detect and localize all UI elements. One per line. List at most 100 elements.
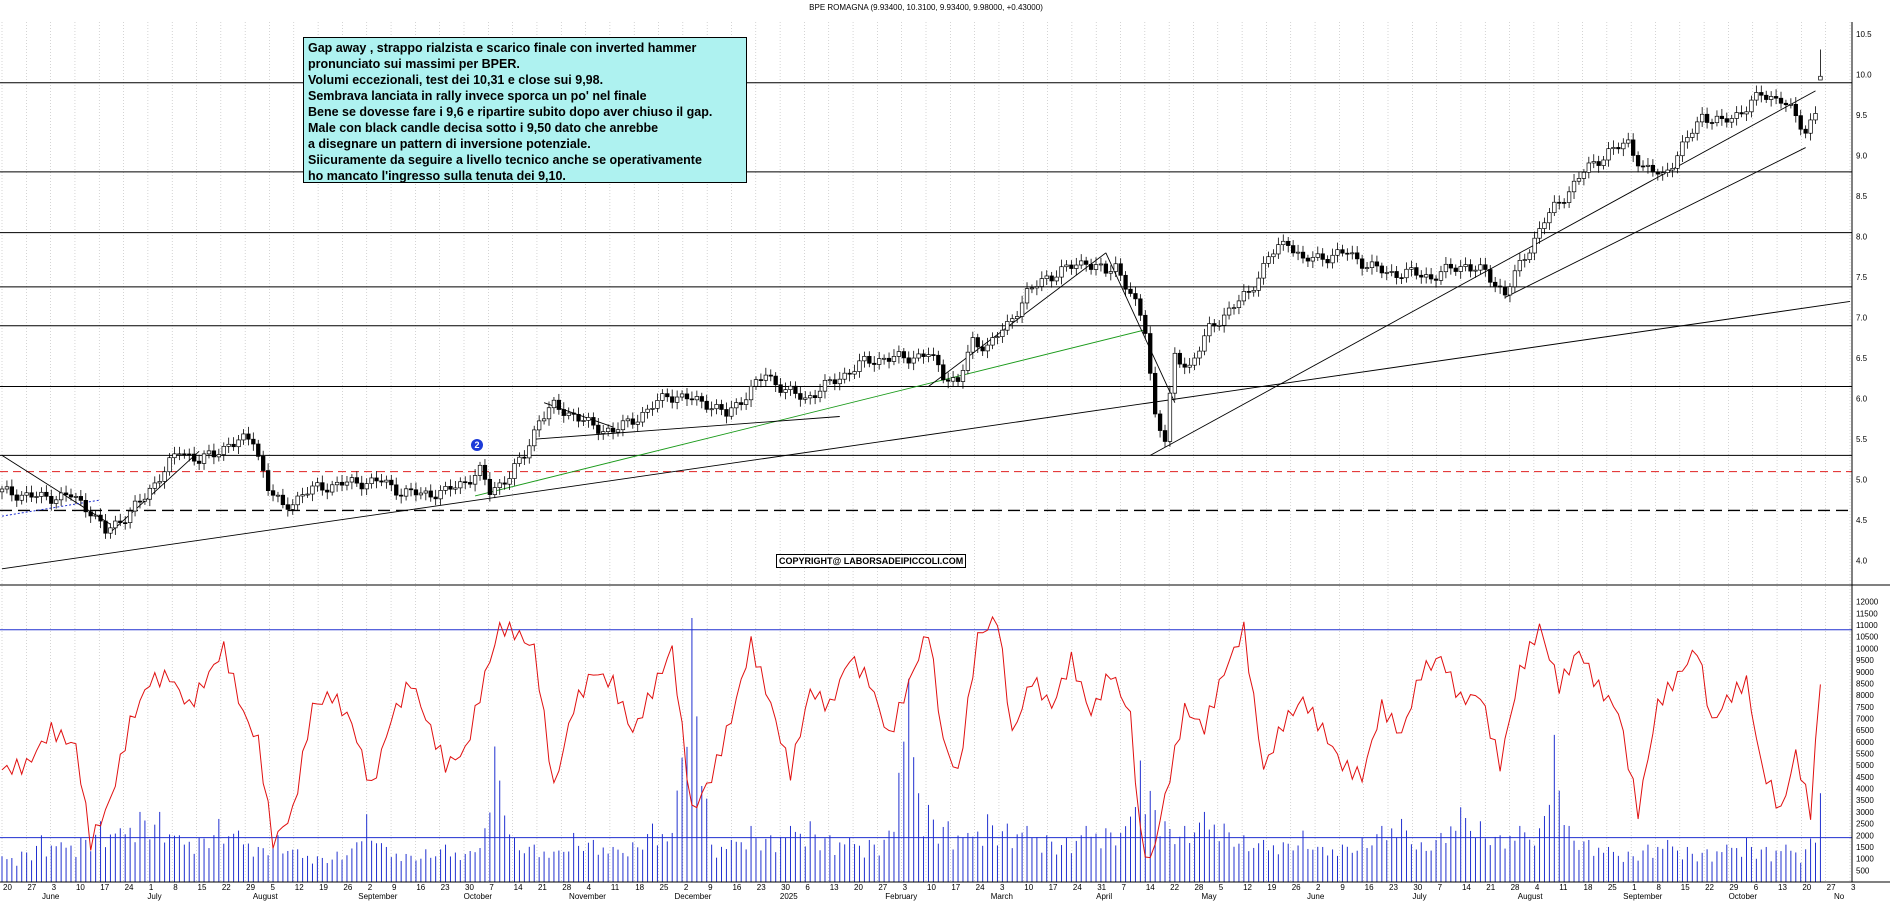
candle-body bbox=[891, 356, 897, 362]
candle-body bbox=[201, 453, 207, 464]
candle-body bbox=[349, 477, 355, 483]
chart-title: BPE ROMAGNA (9.93400, 10.3100, 9.93400, … bbox=[809, 3, 1043, 12]
candle-body bbox=[1000, 329, 1005, 337]
candle-body bbox=[443, 486, 448, 491]
candle-body bbox=[517, 456, 522, 464]
candle-body bbox=[1769, 96, 1774, 100]
candle-body bbox=[1246, 291, 1251, 293]
candle-body bbox=[1719, 115, 1725, 119]
y-tick-label: 10.0 bbox=[1856, 71, 1872, 80]
candle-body bbox=[768, 374, 773, 377]
candle-body bbox=[1192, 357, 1197, 366]
candle-body bbox=[221, 445, 226, 455]
oscillator-series bbox=[1, 615, 1821, 859]
copyright-label: COPYRIGHT@ LABORSADEIPICCOLI.COM bbox=[776, 554, 967, 568]
x-tick-label: 22 bbox=[1705, 883, 1714, 892]
candle-body bbox=[1315, 253, 1320, 258]
y-tick-label: 7.5 bbox=[1856, 273, 1868, 282]
candle-body bbox=[1764, 94, 1769, 100]
x-tick-label: 13 bbox=[1778, 883, 1787, 892]
candle-body bbox=[551, 399, 557, 409]
candle-body bbox=[1039, 278, 1044, 287]
candle-body bbox=[1404, 268, 1409, 279]
candle-body bbox=[556, 399, 562, 410]
candle-body bbox=[857, 360, 862, 372]
candle-body bbox=[1532, 237, 1537, 254]
note-line: Bene se dovesse fare i 9,6 e ripartire s… bbox=[308, 105, 713, 119]
x-month-label: No bbox=[1834, 892, 1845, 901]
candle-body bbox=[1453, 267, 1458, 272]
x-tick-label: 3 bbox=[1000, 883, 1005, 892]
volume-tick-label: 12000 bbox=[1856, 598, 1879, 607]
x-tick-label: 8 bbox=[173, 883, 178, 892]
candle-body bbox=[867, 355, 872, 364]
candle-body bbox=[995, 336, 1000, 338]
x-tick-label: 29 bbox=[1729, 883, 1738, 892]
trendline bbox=[1150, 90, 1816, 456]
candle-body bbox=[285, 504, 290, 510]
candle-body bbox=[1424, 274, 1429, 278]
candle-body bbox=[1729, 118, 1734, 123]
candle-body bbox=[1497, 285, 1503, 288]
candle-body bbox=[1355, 252, 1360, 260]
candle-body bbox=[1212, 323, 1217, 327]
candle-body bbox=[610, 427, 616, 433]
candle-body bbox=[1571, 180, 1577, 193]
candle-body bbox=[837, 378, 842, 385]
x-tick-label: 21 bbox=[538, 883, 547, 892]
candle-body bbox=[29, 492, 34, 498]
candle-body bbox=[463, 481, 468, 484]
candle-body bbox=[1010, 318, 1015, 322]
candle-body bbox=[384, 479, 389, 483]
trendline bbox=[1, 301, 1851, 570]
candle-body bbox=[1202, 335, 1207, 352]
candle-body bbox=[980, 346, 985, 352]
candle-body bbox=[1157, 413, 1163, 431]
x-tick-label: 18 bbox=[1584, 883, 1593, 892]
candle-body bbox=[1374, 261, 1380, 267]
x-tick-label: 23 bbox=[757, 883, 766, 892]
x-month-label: August bbox=[253, 892, 279, 901]
candle-body bbox=[965, 351, 971, 371]
x-tick-label: 17 bbox=[1049, 883, 1058, 892]
candle-body bbox=[142, 498, 148, 502]
candle-body bbox=[103, 520, 108, 534]
candle-body bbox=[226, 443, 231, 447]
candle-body bbox=[330, 484, 335, 493]
note-line: Siicuramente da seguire a livello tecnic… bbox=[308, 153, 702, 167]
x-tick-label: 26 bbox=[343, 883, 352, 892]
candle-body bbox=[1409, 267, 1414, 270]
candle-body bbox=[1290, 245, 1296, 254]
x-tick-label: 4 bbox=[587, 883, 592, 892]
candle-body bbox=[1266, 256, 1271, 264]
candle-body bbox=[1640, 165, 1646, 168]
candle-body bbox=[1389, 271, 1394, 273]
candle-body bbox=[1778, 97, 1784, 104]
x-tick-label: 14 bbox=[514, 883, 523, 892]
x-tick-label: 16 bbox=[416, 883, 425, 892]
candle-body bbox=[596, 424, 601, 434]
candle-body bbox=[1586, 162, 1591, 173]
candle-body bbox=[1143, 314, 1148, 334]
note-line: a disegnare un pattern di inversione pot… bbox=[308, 137, 591, 151]
candle-body bbox=[808, 395, 813, 399]
candle-body bbox=[1241, 291, 1247, 302]
candle-body bbox=[783, 389, 788, 393]
candle-body bbox=[862, 355, 867, 362]
candle-body bbox=[817, 390, 823, 399]
candle-body bbox=[635, 421, 640, 425]
x-tick-label: 20 bbox=[1802, 883, 1811, 892]
candle-body bbox=[1493, 281, 1498, 287]
horizontal-levels bbox=[0, 82, 1852, 512]
candle-body bbox=[655, 400, 660, 409]
x-tick-label: 14 bbox=[1146, 883, 1155, 892]
candle-body bbox=[798, 393, 803, 400]
candle-body bbox=[1606, 148, 1611, 161]
candle-body bbox=[1359, 258, 1365, 269]
candle-body bbox=[127, 510, 133, 524]
candle-body bbox=[1527, 252, 1532, 260]
candle-body bbox=[1670, 168, 1675, 171]
candle-body bbox=[832, 379, 837, 385]
candle-body bbox=[1581, 171, 1587, 179]
